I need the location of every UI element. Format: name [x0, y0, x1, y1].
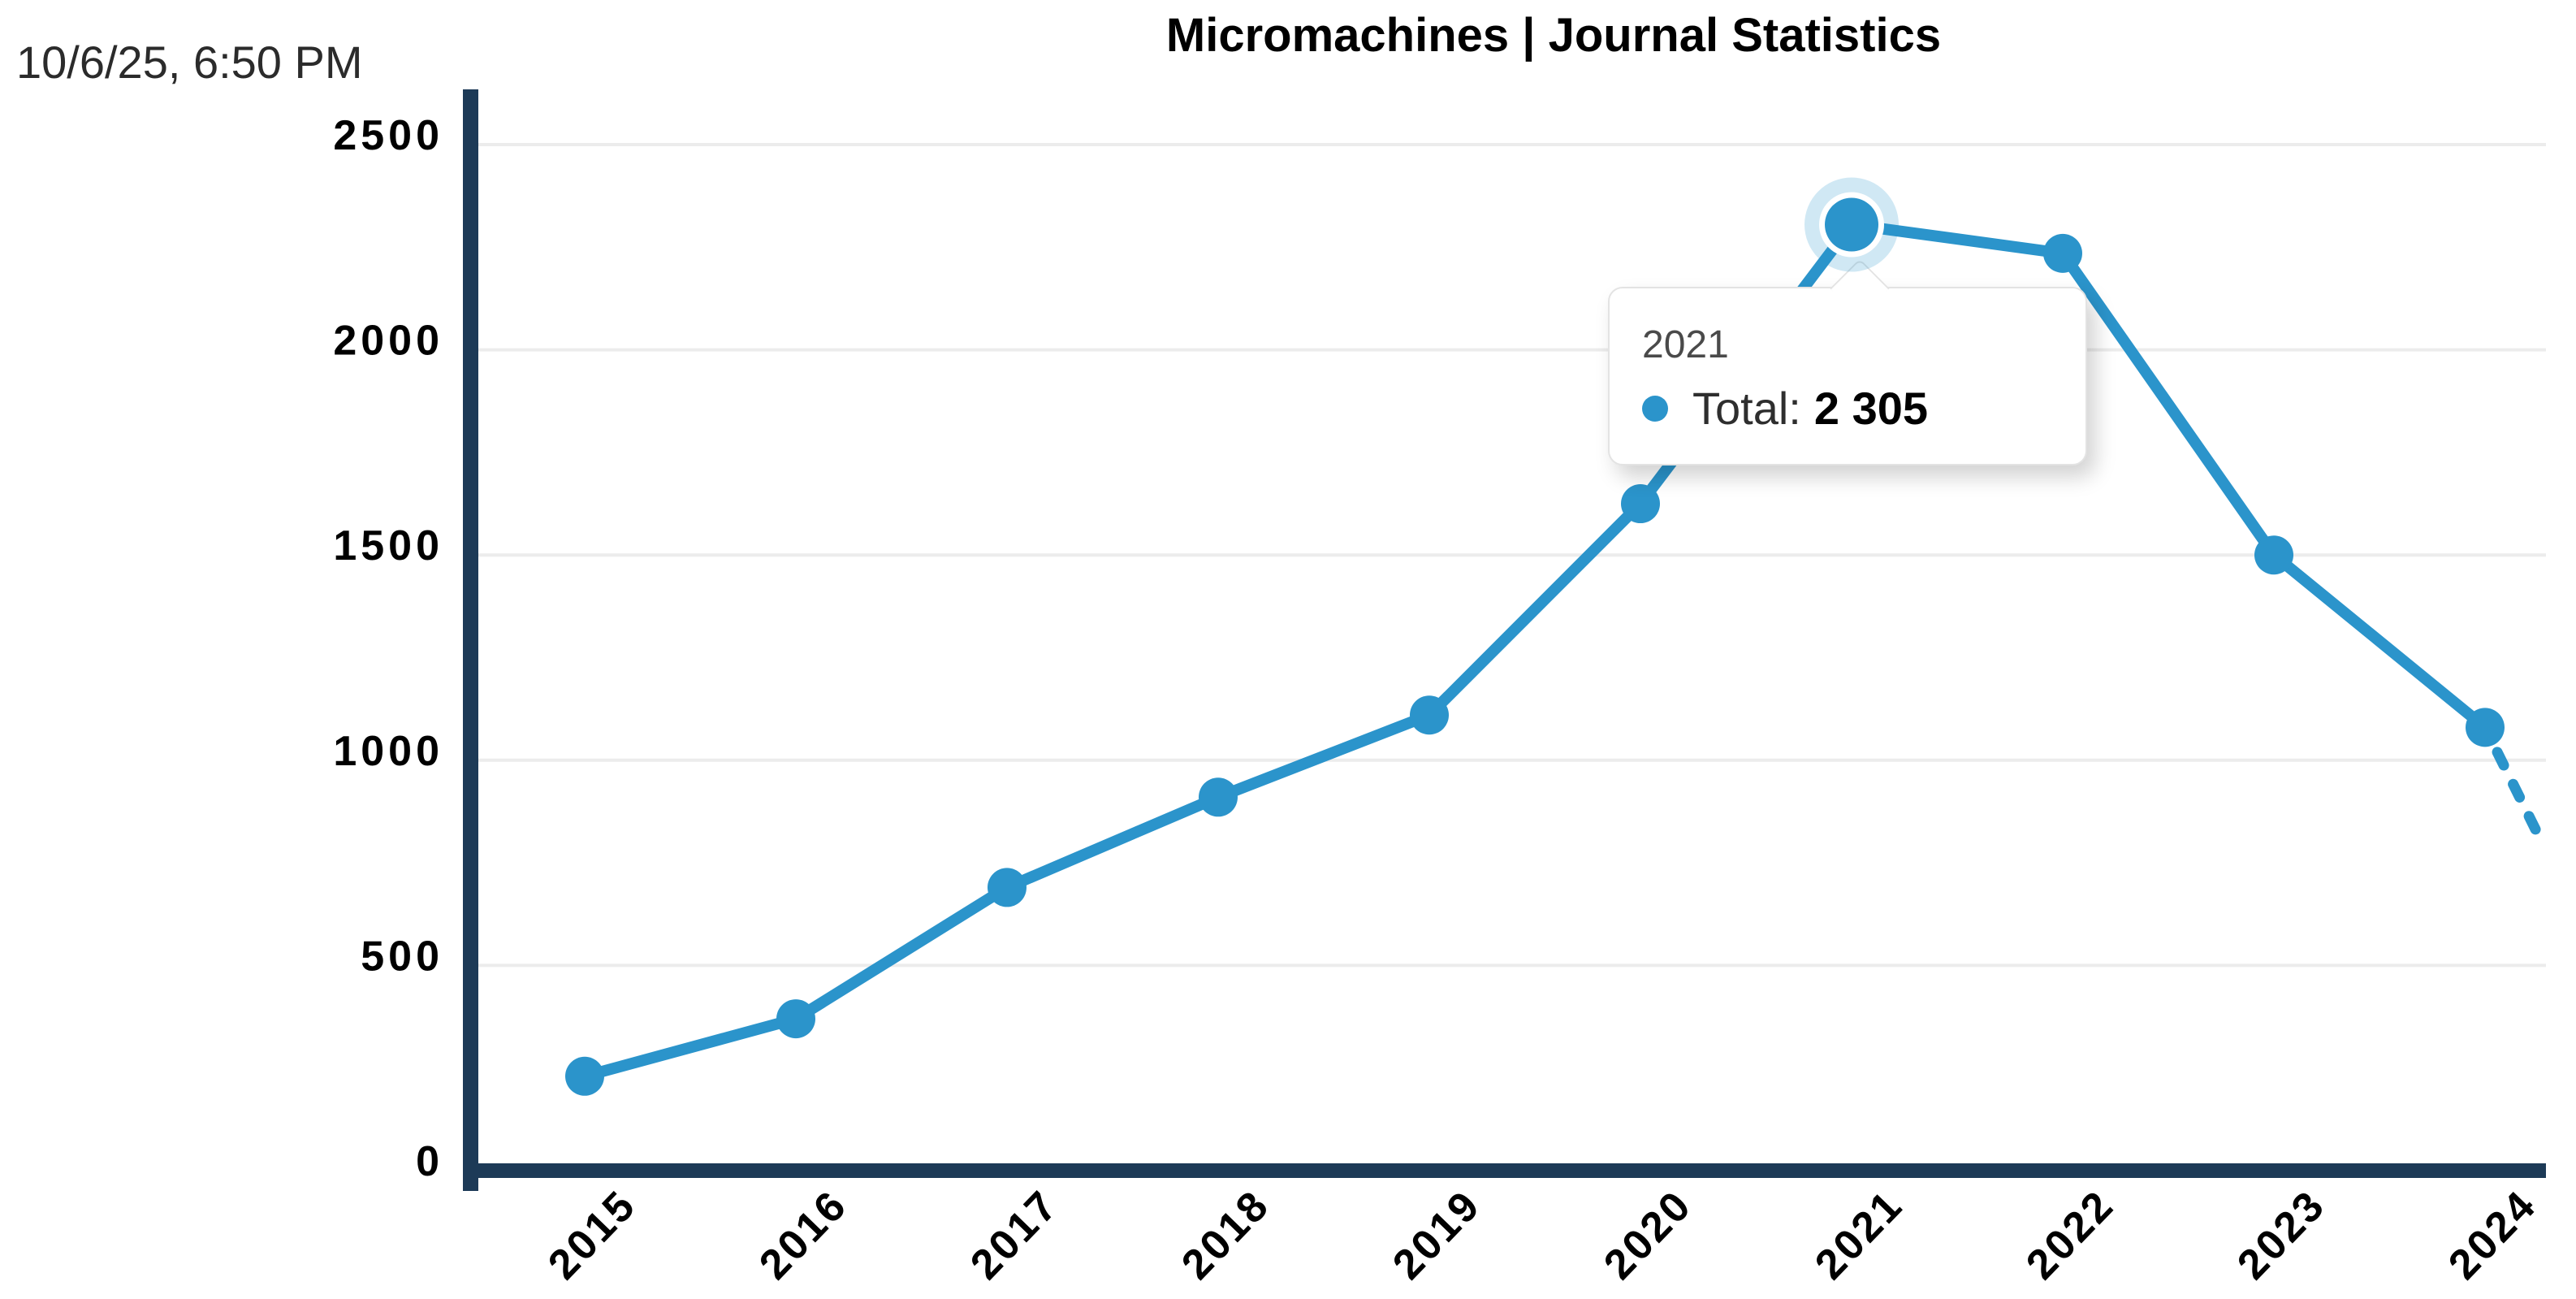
data-point-2017[interactable]: [988, 868, 1027, 907]
x-axis-bar: [463, 1163, 2546, 1178]
tooltip-series-label: Total:: [1692, 383, 1801, 434]
y-axis-label-0: 0: [416, 1138, 443, 1185]
x-axis-label-2017: 2017: [962, 1181, 1067, 1288]
chart-title: Micromachines | Journal Statistics: [1165, 9, 1942, 62]
x-axis-label-2022: 2022: [2017, 1181, 2123, 1288]
y-axis-label-1500: 1500: [333, 522, 443, 569]
y-axis-label-1000: 1000: [333, 728, 443, 775]
data-point-2022[interactable]: [2043, 233, 2082, 273]
y-axis-label-2500: 2500: [333, 112, 443, 159]
data-point-2016[interactable]: [776, 999, 815, 1039]
x-axis-label-2023: 2023: [2228, 1181, 2334, 1288]
data-point-2020[interactable]: [1621, 484, 1660, 524]
x-axis-label-2021: 2021: [1806, 1181, 1912, 1288]
y-axis-label-2000: 2000: [333, 318, 443, 365]
data-point-2018[interactable]: [1199, 777, 1238, 817]
x-axis-label-2019: 2019: [1384, 1181, 1489, 1288]
tooltip-value: 2 305: [1813, 383, 1928, 434]
y-axis-bar: [463, 89, 478, 1191]
data-point-2024[interactable]: [2466, 708, 2505, 747]
x-axis-label-2024: 2024: [2440, 1181, 2545, 1288]
x-axis-label-2015: 2015: [539, 1181, 645, 1288]
projection-dashed-line: [2479, 721, 2544, 840]
total-series-line: [579, 219, 2491, 1082]
print-timestamp: 10/6/25, 6:50 PM: [16, 37, 363, 88]
x-axis-label-2020: 2020: [1595, 1181, 1701, 1288]
data-point-2021[interactable]: [1832, 205, 1871, 245]
tooltip-year: 2021: [1642, 323, 1729, 366]
data-point-2019[interactable]: [1410, 695, 1449, 735]
y-axis-label-500: 500: [361, 933, 443, 980]
series-dot-icon: [1642, 395, 1668, 422]
x-axis-label-2016: 2016: [750, 1181, 856, 1288]
data-point-2023[interactable]: [2254, 535, 2293, 575]
chart-tooltip: 2021 Total: 2 305: [1608, 258, 2087, 465]
x-axis-label-2018: 2018: [1173, 1181, 1278, 1288]
data-point-2015[interactable]: [565, 1056, 604, 1096]
